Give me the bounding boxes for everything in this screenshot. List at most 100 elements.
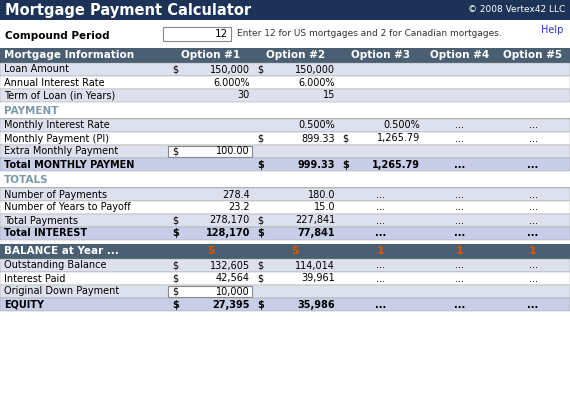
Text: Outstanding Balance: Outstanding Balance [4, 260, 107, 271]
Text: Mortgage Payment Calculator: Mortgage Payment Calculator [5, 2, 251, 18]
Text: ...: ... [376, 202, 385, 213]
Text: ...: ... [455, 133, 464, 144]
Text: 5: 5 [292, 246, 299, 257]
Bar [0, 285, 570, 298]
Text: 15: 15 [323, 91, 335, 100]
Text: ...: ... [455, 260, 464, 271]
Text: Original Down Payment: Original Down Payment [4, 286, 119, 297]
Text: ...: ... [527, 160, 539, 169]
Text: Option #1: Option #1 [181, 51, 240, 60]
Text: Option #2: Option #2 [266, 51, 325, 60]
Text: 278.4: 278.4 [222, 189, 250, 200]
Text: 1: 1 [455, 246, 463, 257]
Text: 227,841: 227,841 [295, 215, 335, 226]
Text: $: $ [172, 146, 178, 157]
Text: ...: ... [455, 189, 464, 200]
Text: Compound Period: Compound Period [5, 31, 109, 41]
Text: ...: ... [528, 273, 538, 284]
Bar [0, 201, 570, 214]
Text: 1: 1 [377, 246, 384, 257]
Text: Extra Monthly Payment: Extra Monthly Payment [4, 146, 118, 157]
Text: Total INTEREST: Total INTEREST [4, 228, 87, 239]
Text: ...: ... [455, 120, 464, 131]
Bar [0, 272, 570, 285]
Text: 899.33: 899.33 [302, 133, 335, 144]
Text: Loan Amount: Loan Amount [4, 64, 69, 75]
Text: Total MONTHLY PAYMEN: Total MONTHLY PAYMEN [4, 160, 135, 169]
Bar [168, 286, 252, 297]
Bar [0, 298, 570, 311]
Text: $: $ [172, 260, 178, 271]
Text: 0.500%: 0.500% [383, 120, 420, 131]
Text: 10,000: 10,000 [216, 286, 250, 297]
Text: $: $ [257, 260, 263, 271]
Text: EQUITY: EQUITY [4, 299, 44, 310]
Text: $: $ [257, 228, 264, 239]
Bar [163, 27, 231, 41]
Text: 132,605: 132,605 [210, 260, 250, 271]
Text: 114,014: 114,014 [295, 260, 335, 271]
Text: 6.000%: 6.000% [298, 78, 335, 87]
Text: 5: 5 [207, 246, 214, 257]
Bar [0, 188, 570, 201]
Text: 6.000%: 6.000% [213, 78, 250, 87]
Text: 100.00: 100.00 [217, 146, 250, 157]
Text: ...: ... [454, 299, 465, 310]
Text: ...: ... [528, 260, 538, 271]
Bar [168, 146, 252, 157]
Text: Number of Years to Payoff: Number of Years to Payoff [4, 202, 131, 213]
Text: PAYMENT: PAYMENT [4, 106, 59, 116]
Text: 1: 1 [529, 246, 537, 257]
Text: Term of Loan (in Years): Term of Loan (in Years) [4, 91, 115, 100]
Text: 150,000: 150,000 [210, 64, 250, 75]
Text: ...: ... [455, 215, 464, 226]
Text: ...: ... [376, 273, 385, 284]
Text: $: $ [257, 64, 263, 75]
Text: 128,170: 128,170 [206, 228, 250, 239]
Text: ...: ... [454, 228, 465, 239]
Text: Monthly Payment (PI): Monthly Payment (PI) [4, 133, 109, 144]
Bar [0, 63, 570, 76]
Text: $: $ [257, 299, 264, 310]
Text: ...: ... [455, 273, 464, 284]
Text: ...: ... [376, 260, 385, 271]
Text: $: $ [257, 160, 264, 169]
Text: ...: ... [375, 299, 386, 310]
Bar [0, 244, 570, 259]
Bar [0, 89, 570, 102]
Text: 278,170: 278,170 [210, 215, 250, 226]
Bar [0, 259, 570, 272]
Text: $: $ [257, 273, 263, 284]
Text: ...: ... [376, 189, 385, 200]
Text: $: $ [172, 299, 179, 310]
Text: TOTALS: TOTALS [4, 175, 48, 185]
Text: 1,265.79: 1,265.79 [372, 160, 420, 169]
Text: $: $ [172, 273, 178, 284]
Bar [0, 227, 570, 240]
Text: 150,000: 150,000 [295, 64, 335, 75]
Text: $: $ [342, 133, 348, 144]
Text: $: $ [257, 215, 263, 226]
Text: $: $ [342, 160, 349, 169]
Text: Enter 12 for US mortgages and 2 for Canadian mortgages.: Enter 12 for US mortgages and 2 for Cana… [237, 29, 502, 38]
Text: Help: Help [540, 25, 563, 35]
Text: 35,986: 35,986 [298, 299, 335, 310]
Bar [0, 0, 570, 20]
Text: Total Payments: Total Payments [4, 215, 78, 226]
Bar [0, 214, 570, 227]
Text: 77,841: 77,841 [298, 228, 335, 239]
Text: 39,961: 39,961 [302, 273, 335, 284]
Bar [0, 132, 570, 145]
Text: ...: ... [376, 215, 385, 226]
Text: $: $ [172, 215, 178, 226]
Text: $: $ [172, 64, 178, 75]
Text: Option #5: Option #5 [503, 51, 563, 60]
Bar [0, 119, 570, 132]
Bar [0, 158, 570, 171]
Text: ...: ... [528, 189, 538, 200]
Bar [0, 187, 570, 188]
Text: 42,564: 42,564 [216, 273, 250, 284]
Text: 999.33: 999.33 [298, 160, 335, 169]
Text: Option #4: Option #4 [430, 51, 489, 60]
Text: ...: ... [455, 202, 464, 213]
